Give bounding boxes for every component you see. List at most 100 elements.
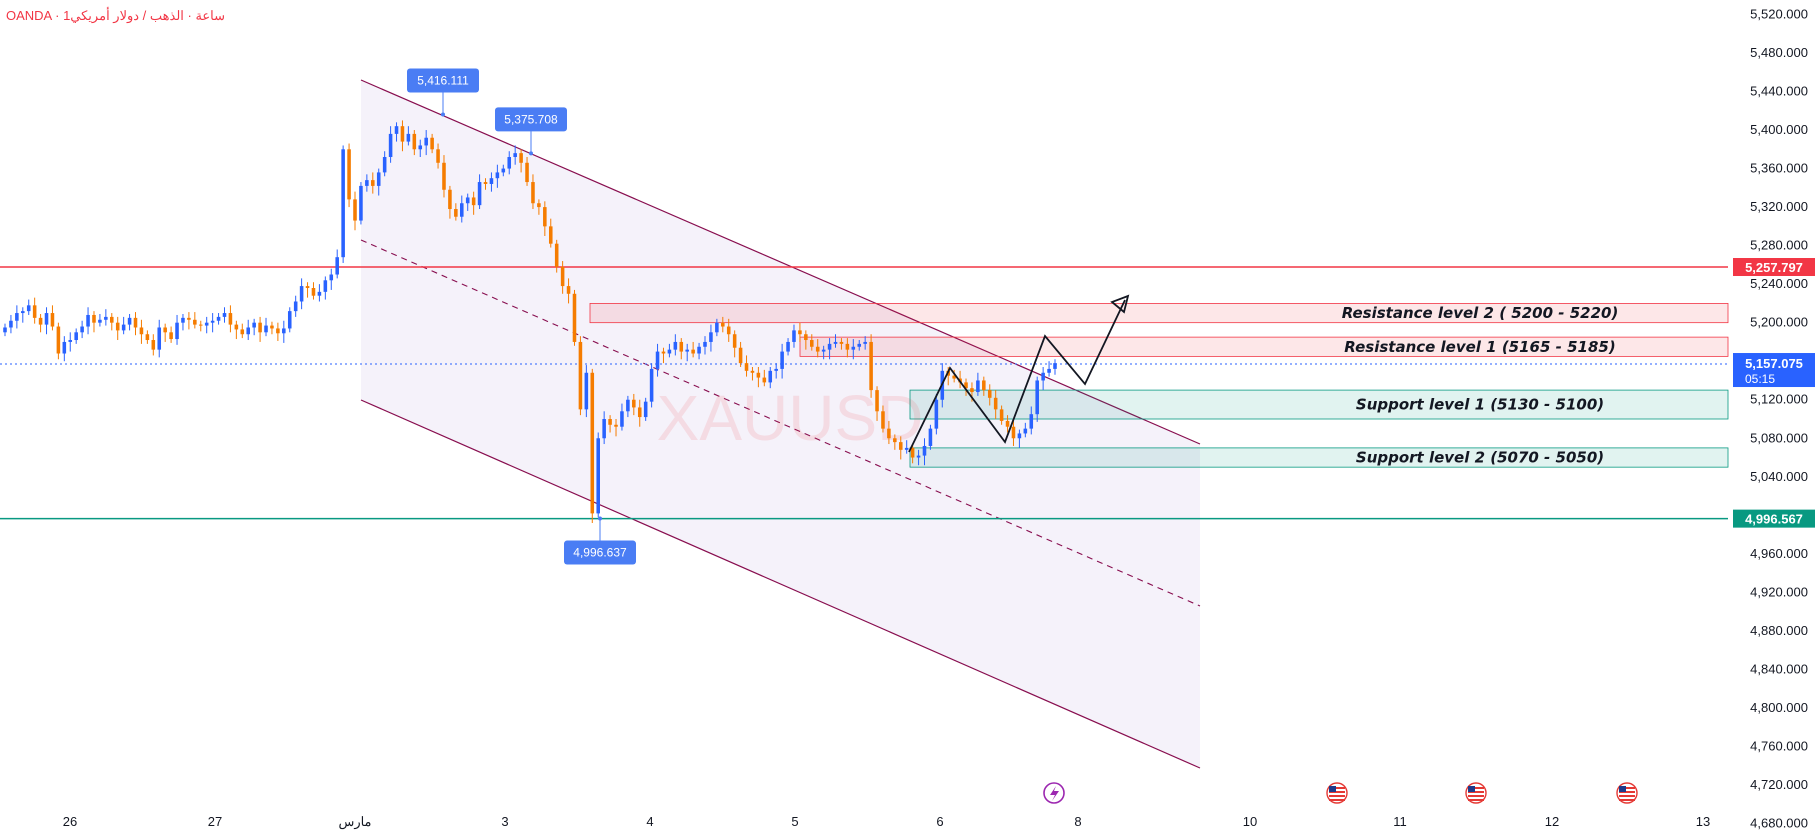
candle-body <box>643 401 648 418</box>
channel-bottom-line <box>360 399 1201 769</box>
candle <box>976 372 980 396</box>
candle <box>216 313 221 325</box>
candle <box>721 316 725 333</box>
candle-body <box>38 317 43 325</box>
candle <box>774 363 778 379</box>
price-callout: 5,416.111 <box>407 68 479 117</box>
candle-body <box>9 320 13 328</box>
candle <box>732 330 737 358</box>
candle-body <box>608 419 612 425</box>
candle <box>999 405 1004 425</box>
candle <box>637 399 642 427</box>
candle <box>282 320 286 343</box>
candle <box>1047 361 1051 377</box>
candle-body <box>181 317 185 323</box>
support-zone: Support level 1 (5130 - 5100) <box>909 389 1729 420</box>
candle <box>649 363 654 408</box>
candle <box>792 324 796 348</box>
candle-body <box>721 322 725 327</box>
candle <box>507 151 512 175</box>
candle <box>74 328 78 344</box>
candle-body <box>258 322 262 333</box>
badge-bg <box>1733 353 1815 388</box>
channel-midline <box>360 239 1201 607</box>
candle-body <box>424 137 428 146</box>
candles <box>3 120 1057 524</box>
candle-body <box>525 162 529 183</box>
candle <box>68 332 73 352</box>
candle-body <box>649 368 654 402</box>
candle-body <box>543 207 547 227</box>
candle <box>780 343 784 379</box>
candle <box>442 155 446 198</box>
candle-body <box>560 266 565 287</box>
flag-stripe <box>1329 795 1345 797</box>
candle <box>388 126 393 163</box>
candle-body <box>495 172 500 179</box>
candle <box>448 185 452 219</box>
candle-body <box>299 286 304 302</box>
candle-body <box>465 197 470 204</box>
candle-body <box>774 368 778 371</box>
x-tick-label: 6 <box>936 814 943 829</box>
candle <box>489 172 494 192</box>
candle-body <box>632 399 636 408</box>
candle <box>934 393 939 435</box>
zone-label: Resistance level 1 (5165 - 5185) <box>1344 338 1615 356</box>
candle <box>460 195 464 223</box>
candle-body <box>80 326 84 333</box>
candle-body <box>845 343 850 350</box>
candle <box>252 318 256 336</box>
candle <box>234 320 239 340</box>
candle <box>430 133 434 154</box>
candle-body <box>970 388 974 393</box>
y-tick-label: 5,440.000 <box>1750 84 1808 99</box>
flag-stripe <box>1468 799 1484 801</box>
candle <box>756 366 761 388</box>
candle-body <box>922 445 927 456</box>
candle-body <box>531 182 535 204</box>
candle-body <box>792 330 796 342</box>
projection-arrowhead <box>1110 294 1130 314</box>
y-tick-label: 5,280.000 <box>1750 238 1808 253</box>
flag-canton <box>1468 786 1475 792</box>
candle-body <box>430 137 434 150</box>
candle-body <box>810 340 814 347</box>
candle <box>1005 415 1010 433</box>
y-tick-label: 4,880.000 <box>1750 623 1808 638</box>
candle-body <box>252 322 256 328</box>
candle <box>406 126 411 146</box>
candle-body <box>590 372 595 514</box>
candle-body <box>175 322 179 340</box>
candle-body <box>614 424 618 427</box>
candle-body <box>198 324 203 326</box>
x-tick-label: 5 <box>791 814 798 829</box>
candle <box>584 365 589 418</box>
candle <box>246 319 250 341</box>
y-tick-label: 4,720.000 <box>1750 777 1808 792</box>
y-tick-label: 4,760.000 <box>1750 738 1808 753</box>
candle-body <box>709 332 713 342</box>
candle <box>175 314 179 345</box>
x-tick-label: 4 <box>646 814 653 829</box>
candle-body <box>418 145 423 150</box>
candle-body <box>127 317 132 325</box>
y-tick-label: 5,240.000 <box>1750 276 1808 291</box>
candle <box>519 149 523 173</box>
candle-body <box>454 209 458 217</box>
candle <box>353 191 357 231</box>
candle <box>804 330 808 350</box>
candle-body <box>104 316 108 320</box>
candle-body <box>898 442 903 450</box>
candle-body <box>507 157 512 169</box>
y-tick-label: 4,840.000 <box>1750 661 1808 676</box>
candle <box>916 449 921 466</box>
candle-body <box>353 199 357 221</box>
candle <box>9 314 13 334</box>
flag-stripe <box>1468 791 1484 793</box>
candle-body <box>786 341 790 352</box>
candle-body <box>3 327 7 333</box>
candle <box>661 347 666 364</box>
current-price-label: 5,157.075 <box>1745 356 1803 371</box>
